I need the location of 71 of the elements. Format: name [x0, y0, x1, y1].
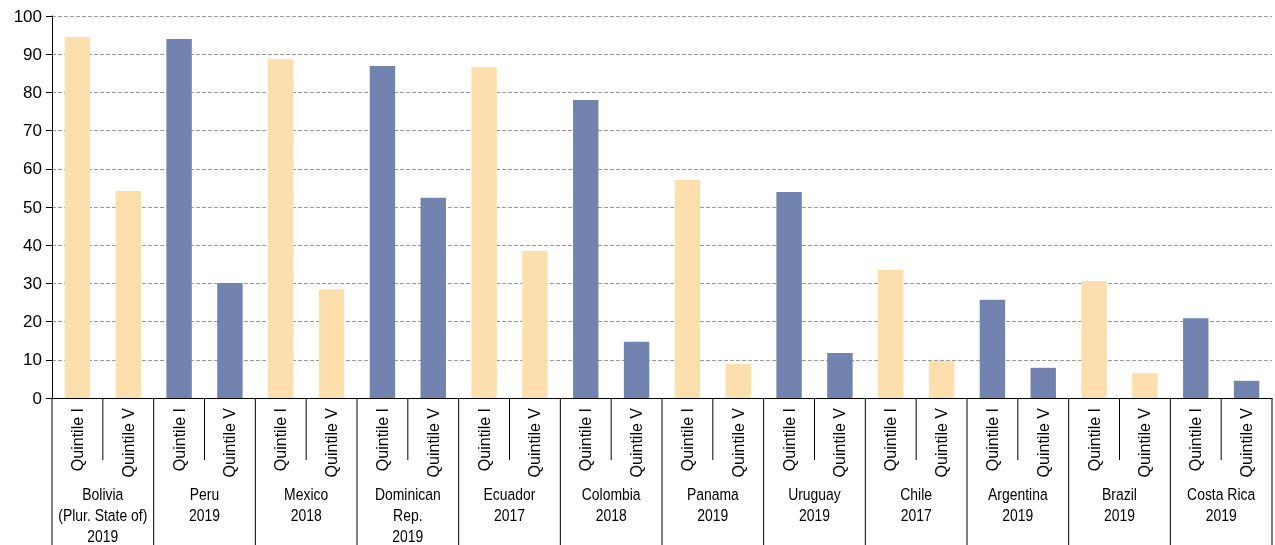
x-tick-label: Quintile V — [1238, 407, 1256, 478]
x-tick-label: Quintile I — [475, 408, 493, 472]
y-tick-label: 0 — [32, 388, 42, 408]
x-tick-label: Quintile V — [1034, 407, 1052, 478]
y-tick-label: 100 — [13, 6, 42, 26]
bar — [1132, 373, 1158, 398]
bar — [878, 270, 904, 398]
x-tick-label: Quintile V — [831, 407, 849, 478]
text: Bolivia (Plur. State of) 2019 — [58, 484, 148, 545]
y-tick-label: 80 — [23, 82, 42, 102]
bar — [1030, 367, 1056, 398]
y-tick-label: 40 — [23, 235, 42, 255]
bar — [928, 360, 955, 398]
text: Peru 2019 — [189, 484, 220, 524]
text: Panama 2019 — [686, 484, 740, 524]
x-tick-label: Quintile I — [170, 408, 188, 472]
text: Chile 2017 — [900, 484, 933, 524]
x-tick-label: Quintile I — [780, 408, 798, 472]
bar — [64, 37, 91, 398]
x-tick-label: Quintile V — [221, 407, 239, 478]
bar — [115, 190, 141, 398]
bar — [166, 38, 192, 398]
text: Colombia 2018 — [581, 484, 641, 524]
bar — [369, 66, 396, 398]
bar — [217, 283, 243, 398]
bar — [420, 197, 446, 398]
bar — [268, 59, 294, 398]
bar — [1233, 380, 1260, 398]
x-tick-label: Quintile I — [678, 408, 696, 472]
bar — [573, 100, 599, 398]
bar — [318, 289, 345, 398]
bar — [776, 192, 802, 398]
text: Mexico 2018 — [284, 484, 329, 524]
x-tick-label: Quintile I — [272, 408, 290, 472]
bar — [623, 341, 650, 398]
x-tick-label: Quintile V — [323, 407, 341, 478]
x-tick-label: Quintile I — [577, 408, 595, 472]
y-tick-label: 70 — [23, 121, 42, 141]
x-tick-label: Quintile V — [119, 407, 137, 478]
bar — [471, 67, 497, 398]
bar — [1183, 318, 1209, 398]
y-tick-label: 10 — [23, 350, 42, 370]
y-tick-label: 20 — [23, 312, 42, 332]
y-tick-label: 30 — [23, 273, 42, 293]
x-tick-label: Quintile V — [526, 407, 544, 478]
y-tick-label: 50 — [23, 197, 42, 217]
bar — [1081, 281, 1107, 398]
text: Costa Rica 2019 — [1187, 484, 1256, 524]
bar — [827, 352, 853, 398]
text: Uruguay 2019 — [788, 484, 842, 524]
x-tick-label: Quintile V — [424, 407, 442, 478]
x-tick-label: Quintile I — [1085, 408, 1103, 472]
x-tick-label: Quintile I — [882, 408, 900, 472]
bar — [979, 299, 1006, 398]
text: Argentina 2019 — [988, 484, 1048, 524]
bar — [674, 179, 701, 398]
x-tick-label: Quintile V — [729, 407, 747, 478]
x-tick-label: Quintile I — [1187, 408, 1205, 472]
x-tick-label: Quintile I — [373, 408, 391, 472]
x-tick-label: Quintile I — [68, 408, 86, 472]
x-tick-label: Quintile V — [628, 407, 646, 478]
x-tick-label: Quintile V — [933, 407, 951, 478]
bar — [522, 250, 548, 398]
text: Brazil 2019 — [1102, 484, 1137, 524]
x-tick-label: Quintile V — [1136, 407, 1154, 478]
text: Ecuador 2017 — [483, 484, 536, 524]
text: Dominican Rep. 2019 — [374, 484, 441, 545]
y-tick-label: 60 — [23, 159, 42, 179]
x-tick-label: Quintile I — [983, 408, 1001, 472]
bar — [725, 364, 751, 398]
y-tick-label: 90 — [23, 44, 42, 64]
